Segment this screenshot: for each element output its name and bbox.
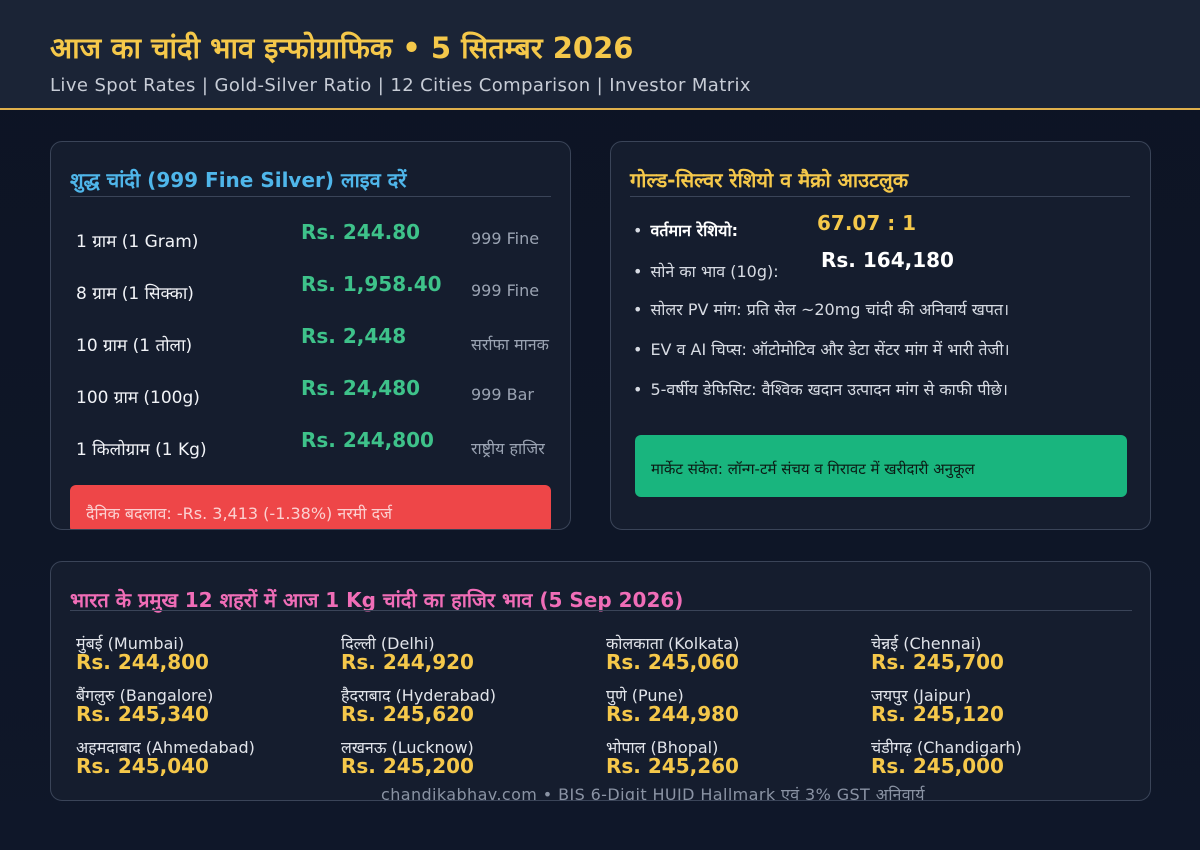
city-price: Rs. 245,000 bbox=[871, 754, 1004, 778]
rate-label: 8 ग्राम (1 सिक्का) bbox=[76, 284, 194, 304]
city-price: Rs. 244,980 bbox=[606, 702, 739, 726]
divider bbox=[630, 196, 1130, 197]
divider bbox=[70, 196, 551, 197]
rate-price: Rs. 2,448 bbox=[301, 324, 407, 348]
city-price: Rs. 245,040 bbox=[76, 754, 209, 778]
daily-change-text: दैनिक बदलाव: -Rs. 3,413 (-1.38%) नरमी दर… bbox=[86, 504, 392, 523]
rate-row: 8 ग्राम (1 सिक्का) Rs. 1,958.40 999 Fine bbox=[51, 267, 570, 307]
divider bbox=[70, 610, 1132, 611]
city-name: दिल्ली (Delhi) bbox=[341, 634, 435, 653]
city-name: चेन्नई (Chennai) bbox=[871, 634, 982, 653]
bullet-item: • सोलर PV मांग: प्रति सेल ~20mg चांदी की … bbox=[633, 298, 1009, 320]
bullet-item: • EV व AI चिप्स: ऑटोमोटिव और डेटा सेंटर म… bbox=[633, 338, 1010, 360]
rate-row: 100 ग्राम (100g) Rs. 24,480 999 Bar bbox=[51, 371, 570, 411]
rate-note: 999 Fine bbox=[471, 281, 540, 300]
page-subtitle: Live Spot Rates | Gold-Silver Ratio | 12… bbox=[50, 75, 751, 96]
header: आज का चांदी भाव इन्फोग्राफिक • 5 सितम्बर… bbox=[0, 0, 1200, 110]
rate-price: Rs. 24,480 bbox=[301, 376, 421, 400]
gold-price-value: Rs. 164,180 bbox=[821, 248, 954, 272]
city-card: अहमदाबाद (Ahmedabad) Rs. 245,040 bbox=[76, 736, 336, 782]
ratio-label: वर्तमान रेशियो: bbox=[650, 221, 739, 240]
ratio-value: 67.07 : 1 bbox=[817, 211, 917, 235]
market-signal-text: मार्केट संकेत: लॉन्ग-टर्म संचय व गिरावट … bbox=[651, 460, 975, 478]
rate-note: 999 Bar bbox=[471, 385, 534, 404]
city-price: Rs. 245,620 bbox=[341, 702, 474, 726]
bullet-text: 5-वर्षीय डेफिसिट: वैश्विक खदान उत्पादन म… bbox=[650, 380, 1008, 399]
city-card: भोपाल (Bhopal) Rs. 245,260 bbox=[606, 736, 866, 782]
macro-outlook-panel: गोल्ड-सिल्वर रेशियो व मैक्रो आउटलुक • वर्… bbox=[610, 141, 1151, 530]
city-name: जयपुर (Jaipur) bbox=[871, 686, 972, 705]
rate-row: 10 ग्राम (1 तोला) Rs. 2,448 सर्राफा मानक bbox=[51, 319, 570, 359]
city-card: दिल्ली (Delhi) Rs. 244,920 bbox=[341, 632, 601, 678]
market-signal-banner: मार्केट संकेत: लॉन्ग-टर्म संचय व गिरावट … bbox=[635, 435, 1127, 497]
bullet-icon: • bbox=[633, 262, 643, 281]
page-title: आज का चांदी भाव इन्फोग्राफिक • 5 सितम्बर… bbox=[50, 31, 634, 65]
bullet-text: सोलर PV मांग: प्रति सेल ~20mg चांदी की अ… bbox=[650, 300, 1010, 319]
rate-row: 1 ग्राम (1 Gram) Rs. 244.80 999 Fine bbox=[51, 215, 570, 255]
rate-note: 999 Fine bbox=[471, 229, 540, 248]
city-price: Rs. 245,200 bbox=[341, 754, 474, 778]
bullet-icon: • bbox=[633, 300, 643, 319]
rate-price: Rs. 244,800 bbox=[301, 428, 434, 452]
city-card: कोलकाता (Kolkata) Rs. 245,060 bbox=[606, 632, 866, 678]
rate-note: राष्ट्रीय हाजिर bbox=[471, 439, 545, 458]
rate-label: 10 ग्राम (1 तोला) bbox=[76, 336, 193, 356]
rate-label: 1 किलोग्राम (1 Kg) bbox=[76, 440, 207, 460]
bullet-icon: • bbox=[633, 221, 643, 240]
city-card: मुंबई (Mumbai) Rs. 244,800 bbox=[76, 632, 336, 678]
city-card: बैंगलुरु (Bangalore) Rs. 245,340 bbox=[76, 684, 336, 730]
city-card: चेन्नई (Chennai) Rs. 245,700 bbox=[871, 632, 1131, 678]
cities-panel: भारत के प्रमुख 12 शहरों में आज 1 Kg चांद… bbox=[50, 561, 1151, 801]
city-price: Rs. 244,800 bbox=[76, 650, 209, 674]
city-card: लखनऊ (Lucknow) Rs. 245,200 bbox=[341, 736, 601, 782]
macro-panel-title: गोल्ड-सिल्वर रेशियो व मैक्रो आउटलुक bbox=[630, 168, 909, 192]
city-card: हैदराबाद (Hyderabad) Rs. 245,620 bbox=[341, 684, 601, 730]
gold-price-row: • सोने का भाव (10g): Rs. 164,180 bbox=[633, 248, 954, 282]
city-name: मुंबई (Mumbai) bbox=[76, 634, 185, 653]
city-name: लखनऊ (Lucknow) bbox=[341, 738, 474, 757]
bullet-icon: • bbox=[633, 340, 643, 359]
city-price: Rs. 244,920 bbox=[341, 650, 474, 674]
city-price: Rs. 245,260 bbox=[606, 754, 739, 778]
rate-label: 100 ग्राम (100g) bbox=[76, 388, 200, 408]
city-name: कोलकाता (Kolkata) bbox=[606, 634, 740, 653]
city-name: पुणे (Pune) bbox=[606, 686, 684, 705]
city-name: अहमदाबाद (Ahmedabad) bbox=[76, 738, 255, 757]
city-card: जयपुर (Jaipur) Rs. 245,120 bbox=[871, 684, 1131, 730]
cities-panel-title: भारत के प्रमुख 12 शहरों में आज 1 Kg चांद… bbox=[70, 588, 684, 612]
silver-panel-title: शुद्ध चांदी (999 Fine Silver) लाइव दरें bbox=[70, 168, 407, 192]
city-card: पुणे (Pune) Rs. 244,980 bbox=[606, 684, 866, 730]
silver-rates-panel: शुद्ध चांदी (999 Fine Silver) लाइव दरें … bbox=[50, 141, 571, 530]
city-name: हैदराबाद (Hyderabad) bbox=[341, 686, 497, 705]
city-price: Rs. 245,700 bbox=[871, 650, 1004, 674]
gold-price-label: सोने का भाव (10g): bbox=[650, 262, 779, 281]
footer-note: chandikabhav.com • BIS 6-Digit HUID Hall… bbox=[381, 785, 925, 801]
city-name: चंडीगढ़ (Chandigarh) bbox=[871, 738, 1022, 757]
ratio-row: • वर्तमान रेशियो: 67.07 : 1 bbox=[633, 211, 916, 241]
city-name: बैंगलुरु (Bangalore) bbox=[76, 686, 214, 705]
city-card: चंडीगढ़ (Chandigarh) Rs. 245,000 bbox=[871, 736, 1131, 782]
daily-change-banner: दैनिक बदलाव: -Rs. 3,413 (-1.38%) नरमी दर… bbox=[70, 485, 551, 529]
rate-label: 1 ग्राम (1 Gram) bbox=[76, 232, 199, 252]
rate-price: Rs. 1,958.40 bbox=[301, 272, 442, 296]
rate-note: सर्राफा मानक bbox=[471, 335, 549, 354]
bullet-icon: • bbox=[633, 380, 643, 399]
city-price: Rs. 245,060 bbox=[606, 650, 739, 674]
bullet-item: • 5-वर्षीय डेफिसिट: वैश्विक खदान उत्पादन … bbox=[633, 378, 1008, 400]
bullet-text: EV व AI चिप्स: ऑटोमोटिव और डेटा सेंटर मा… bbox=[650, 340, 1010, 359]
city-price: Rs. 245,340 bbox=[76, 702, 209, 726]
rate-row: 1 किलोग्राम (1 Kg) Rs. 244,800 राष्ट्रीय… bbox=[51, 423, 570, 463]
rate-price: Rs. 244.80 bbox=[301, 220, 421, 244]
city-price: Rs. 245,120 bbox=[871, 702, 1004, 726]
city-name: भोपाल (Bhopal) bbox=[606, 738, 719, 757]
